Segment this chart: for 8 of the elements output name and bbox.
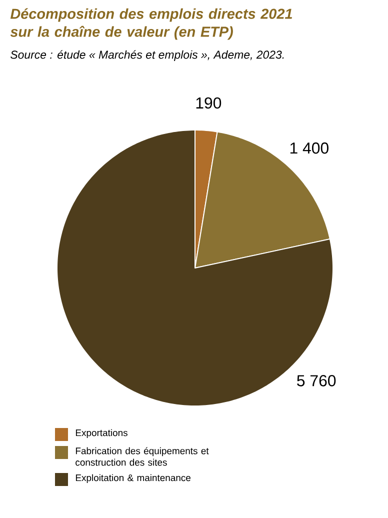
legend-label: Exploitation & maintenance (76, 474, 191, 484)
legend-label: Fabrication des équipements et construction des sites (76, 447, 209, 466)
data-label: 5 760 (297, 375, 336, 386)
legend-label: Exportations (76, 429, 128, 438)
source-note: Source : étude « Marchés et emplois », Ademe, 2023. (10, 50, 284, 62)
data-label: 190 (196, 97, 222, 109)
chart-title: Décomposition des emplois directs 2021 sur la chaîne de valeur (en ETP) (10, 8, 292, 40)
data-label: 1 400 (290, 142, 328, 154)
